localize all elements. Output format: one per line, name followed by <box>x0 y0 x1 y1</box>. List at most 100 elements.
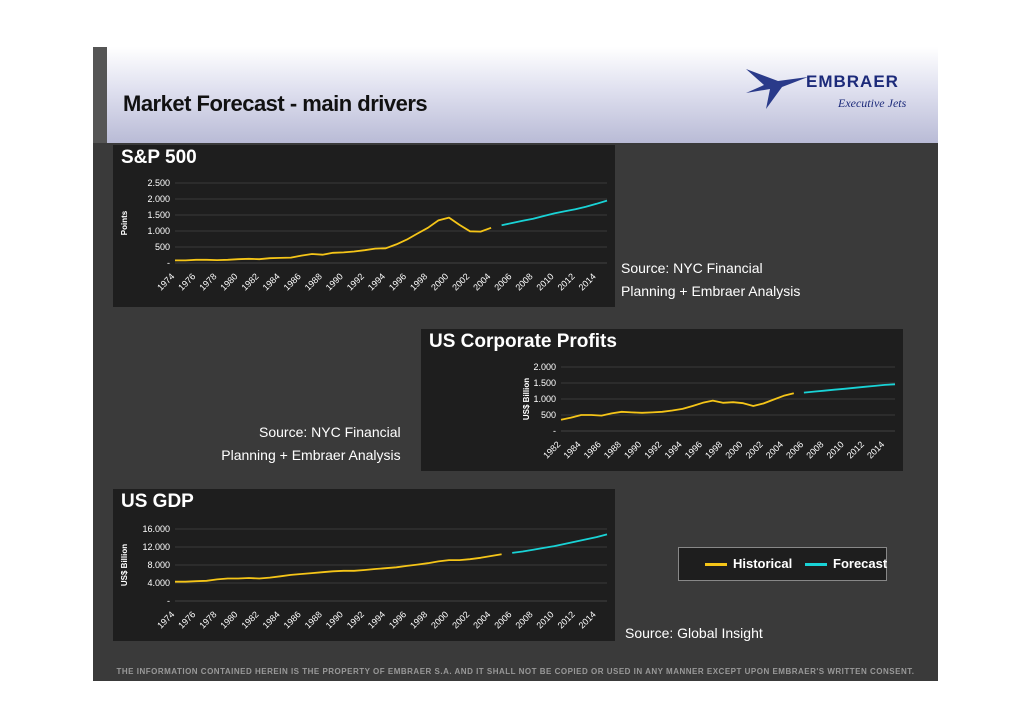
profits-source: Source: NYC Financial Planning + Embraer… <box>217 421 401 467</box>
gdp-xtick-label: 2004 <box>471 609 492 630</box>
profits-xtick-label: 2004 <box>764 439 785 460</box>
legend-historical-label: Historical <box>733 556 793 571</box>
profits-chart: US Corporate Profits - 500 1.000 1.500 2.000… <box>421 329 903 471</box>
sp500-series-historical <box>175 216 492 262</box>
gdp-xtick-label: 1978 <box>197 609 218 630</box>
sp500-xtick-label: 1988 <box>303 271 324 292</box>
sp500-xtick-label: 2002 <box>450 271 471 292</box>
sp500-xtick-label: 1990 <box>324 271 345 292</box>
slide-header: Market Forecast - main drivers EMBRAER E… <box>93 47 938 143</box>
sp500-xtick-label: 1974 <box>155 271 176 292</box>
gdp-ytick-label: - <box>167 596 170 606</box>
sp500-xtick-label: 1996 <box>387 271 408 292</box>
profits-xtick-label: 1994 <box>663 439 684 460</box>
sp500-xtick-label: 2008 <box>513 271 534 292</box>
profits-ytick-label: - <box>553 426 556 436</box>
profits-xtick-label: 1986 <box>582 439 603 460</box>
gdp-xtick-label: 2002 <box>450 609 471 630</box>
profits-xtick-label: 1998 <box>703 439 724 460</box>
sp500-xtick-label: 1984 <box>261 271 282 292</box>
profits-xtick-label: 2012 <box>845 439 866 460</box>
sp500-xtick-label: 1986 <box>282 271 303 292</box>
sp500-xtick-label: 1976 <box>176 271 197 292</box>
gdp-xtick-label: 1984 <box>261 609 282 630</box>
sp500-xtick-label: 1998 <box>408 271 429 292</box>
legend-forecast-label: Forecast <box>833 556 888 571</box>
gdp-xtick-label: 2006 <box>492 609 513 630</box>
sp500-ytick-label: 1.000 <box>147 226 170 236</box>
footer-disclaimer: THE INFORMATION CONTAINED HEREIN IS THE … <box>116 667 915 676</box>
gdp-xtick-label: 1994 <box>366 609 387 630</box>
sp500-series-forecast <box>501 199 608 227</box>
profits-xtick-label: 1984 <box>561 439 582 460</box>
sp500-chart-title: S&P 500 <box>121 147 197 168</box>
gdp-xtick-label: 1990 <box>324 609 345 630</box>
profits-series-forecast <box>803 383 896 394</box>
legend-forecast-swatch <box>805 563 827 566</box>
sp500-xtick-label: 2000 <box>429 271 450 292</box>
profits-xtick-label: 2008 <box>804 439 825 460</box>
profits-ytick-label: 1.000 <box>533 394 556 404</box>
embraer-logo: EMBRAER Executive Jets <box>746 69 907 110</box>
sp500-xtick-label: 2006 <box>492 271 513 292</box>
sp500-ytick-label: 500 <box>155 242 170 252</box>
chart-legend: Historical Forecast <box>678 547 887 581</box>
sp500-xtick-label: 1980 <box>218 271 239 292</box>
gdp-chart-title: US GDP <box>121 491 194 512</box>
gdp-xtick-label: 2010 <box>534 609 555 630</box>
profits-ylabel: US$ Billion <box>522 378 531 420</box>
gdp-xtick-label: 1988 <box>303 609 324 630</box>
sp500-ytick-label: 1.500 <box>147 210 170 220</box>
gdp-chart: US GDP - 4.000 8.000 12.000 16.000 US$ Billio… <box>113 489 615 641</box>
sp500-xtick-label: 1982 <box>239 271 260 292</box>
profits-xtick-label: 1988 <box>602 439 623 460</box>
gdp-ylabel: US$ Billion <box>120 544 129 586</box>
logo-text: EMBRAER <box>806 72 899 91</box>
gdp-xtick-label: 1976 <box>176 609 197 630</box>
logo-subtext: Executive Jets <box>837 96 907 110</box>
profits-xtick-label: 1996 <box>683 439 704 460</box>
profits-series-historical <box>560 392 795 421</box>
slide: Market Forecast - main drivers EMBRAER E… <box>93 47 938 681</box>
sp500-ytick-label: 2.500 <box>147 178 170 188</box>
profits-xtick-label: 2010 <box>825 439 846 460</box>
logo-plane-icon <box>746 69 808 109</box>
profits-ytick-label: 500 <box>541 410 556 420</box>
sp500-xtick-label: 1994 <box>366 271 387 292</box>
profits-xtick-label: 2000 <box>723 439 744 460</box>
profits-xtick-label: 1990 <box>622 439 643 460</box>
sp500-xtick-label: 1978 <box>197 271 218 292</box>
sp500-ylabel: Points <box>120 210 129 235</box>
gdp-xtick-label: 2008 <box>513 609 534 630</box>
profits-ytick-label: 1.500 <box>533 378 556 388</box>
gdp-xtick-label: 1982 <box>239 609 260 630</box>
gdp-xtick-label: 1992 <box>345 609 366 630</box>
gdp-xtick-label: 1998 <box>408 609 429 630</box>
sp500-xtick-label: 2012 <box>556 271 577 292</box>
gdp-ytick-label: 16.000 <box>142 524 170 534</box>
profits-xtick-label: 2002 <box>744 439 765 460</box>
gdp-series-historical <box>175 553 502 583</box>
profits-xtick-label: 2014 <box>865 439 886 460</box>
sp500-xtick-label: 2014 <box>577 271 598 292</box>
profits-xtick-label: 2006 <box>784 439 805 460</box>
profits-xtick-label: 1982 <box>541 439 562 460</box>
sp500-chart: S&P 500 - 500 1.000 1.500 2.000 2.500 Points 19… <box>113 145 615 307</box>
gdp-source: Source: Global Insight <box>625 622 763 645</box>
sp500-source-line-2: Planning + Embraer Analysis <box>621 283 801 299</box>
gdp-source-line-1: Source: Global Insight <box>625 625 763 641</box>
profits-source-line-2: Planning + Embraer Analysis <box>221 447 401 463</box>
gdp-xtick-label: 1996 <box>387 609 408 630</box>
profits-xtick-label: 1992 <box>642 439 663 460</box>
gdp-xtick-label: 2012 <box>556 609 577 630</box>
sp500-xtick-label: 2010 <box>534 271 555 292</box>
sp500-xtick-label: 2004 <box>471 271 492 292</box>
gdp-ytick-label: 8.000 <box>147 560 170 570</box>
profits-chart-title: US Corporate Profits <box>429 331 617 352</box>
gdp-ytick-label: 12.000 <box>142 542 170 552</box>
gdp-xtick-label: 1980 <box>218 609 239 630</box>
gdp-series-forecast <box>512 533 608 554</box>
